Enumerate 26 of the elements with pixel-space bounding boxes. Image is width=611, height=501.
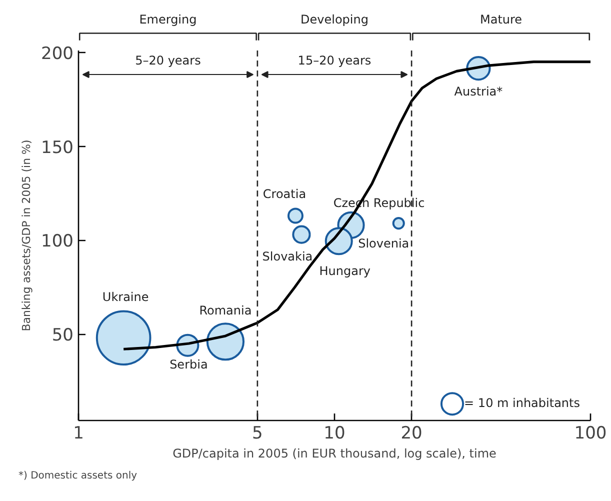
y-tick-label: 200 (41, 44, 74, 64)
text: Emerging (139, 12, 197, 26)
annotation: 5–20 years (135, 54, 201, 68)
series-label: Serbia (170, 357, 208, 372)
text: Developing (300, 12, 368, 26)
y-tick-label: 100 (41, 232, 74, 252)
series-label: Romania (199, 304, 252, 318)
text: *) Domestic assets only (18, 470, 138, 482)
x-axis-title: GDP/capita in 2005 (in EUR thousand, log scale), time (172, 446, 496, 460)
x-tick-label: 5 (252, 424, 263, 444)
series-label: Hungary (319, 264, 370, 278)
series-label: Croatia (262, 186, 306, 201)
legend-label: = 10 m inhabitants (464, 396, 580, 410)
x-tick-label: 20 (400, 424, 422, 444)
series-label: Austria* (454, 84, 503, 98)
series-label: Ukraine (102, 290, 149, 304)
y-tick-label: 150 (41, 138, 74, 158)
y-tick-label: 50 (52, 326, 74, 346)
x-tick-label: 10 (324, 424, 346, 444)
series-label: Slovenia (358, 236, 410, 250)
y-axis-title: Banking assets/GDP in 2005 (in %) (20, 140, 34, 332)
text: Mature (480, 12, 522, 26)
series-label: Slovakia (262, 250, 313, 264)
x-tick-label: 1 (73, 424, 84, 444)
x-tick-label: 100 (574, 424, 607, 444)
annotation: 15–20 years (298, 54, 372, 68)
